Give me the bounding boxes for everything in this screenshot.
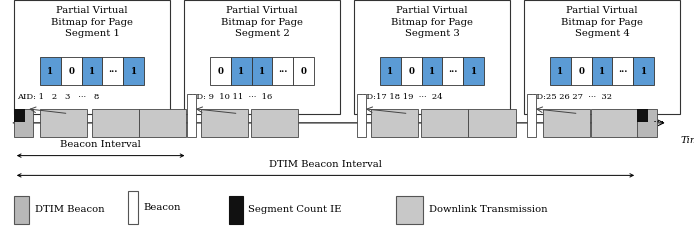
Text: AID: 1   2   3   ···   8: AID: 1 2 3 ··· 8 xyxy=(17,93,100,101)
Bar xyxy=(421,109,468,137)
Text: 1: 1 xyxy=(471,66,477,76)
Text: Time: Time xyxy=(680,136,694,145)
Text: Partial Virtual
Bitmap for Page
Segment 1: Partial Virtual Bitmap for Page Segment … xyxy=(51,6,133,38)
Text: 1: 1 xyxy=(130,66,137,76)
Bar xyxy=(251,109,298,137)
Text: AID:17 18 19  ···  24: AID:17 18 19 ··· 24 xyxy=(357,93,443,101)
Bar xyxy=(524,0,680,114)
Bar xyxy=(293,57,314,85)
Bar xyxy=(40,57,61,85)
Text: 0: 0 xyxy=(301,66,307,76)
Bar xyxy=(272,57,293,85)
Text: 1: 1 xyxy=(259,66,265,76)
Bar xyxy=(92,109,139,137)
Bar xyxy=(612,57,634,85)
Bar xyxy=(14,196,29,224)
Text: Beacon Interval: Beacon Interval xyxy=(60,141,141,149)
Text: 1: 1 xyxy=(641,66,647,76)
Bar xyxy=(357,94,366,137)
Text: DTIM Beacon Interval: DTIM Beacon Interval xyxy=(269,160,382,169)
Text: AID: 9  10 11  ···  16: AID: 9 10 11 ··· 16 xyxy=(187,93,273,101)
Text: Downlink Transmission: Downlink Transmission xyxy=(429,206,548,214)
Bar xyxy=(354,0,510,114)
Bar xyxy=(201,109,248,137)
Bar xyxy=(468,109,516,137)
Bar xyxy=(396,196,423,224)
Bar xyxy=(123,57,144,85)
Text: AID:25 26 27  ···  32: AID:25 26 27 ··· 32 xyxy=(527,93,612,101)
Bar xyxy=(591,57,612,85)
Text: Partial Virtual
Bitmap for Page
Segment 2: Partial Virtual Bitmap for Page Segment … xyxy=(221,6,303,38)
Bar xyxy=(634,57,654,85)
Bar xyxy=(14,109,24,122)
Bar xyxy=(543,109,590,137)
Bar xyxy=(210,57,230,85)
Bar xyxy=(128,191,138,224)
Text: DTIM Beacon: DTIM Beacon xyxy=(35,206,104,214)
Bar xyxy=(82,57,103,85)
Bar xyxy=(14,109,33,137)
Bar xyxy=(61,57,82,85)
Text: Beacon: Beacon xyxy=(144,203,181,212)
Bar xyxy=(637,109,648,122)
Text: Partial Virtual
Bitmap for Page
Segment 3: Partial Virtual Bitmap for Page Segment … xyxy=(391,6,473,38)
Text: 1: 1 xyxy=(599,66,605,76)
Bar xyxy=(103,57,124,85)
Bar xyxy=(14,0,170,114)
Bar xyxy=(550,57,571,85)
Text: ···: ··· xyxy=(448,66,457,76)
Text: 0: 0 xyxy=(68,66,74,76)
Text: 1: 1 xyxy=(429,66,435,76)
Bar xyxy=(570,57,592,85)
Text: 1: 1 xyxy=(47,66,53,76)
Bar xyxy=(422,57,443,85)
Text: 0: 0 xyxy=(578,66,584,76)
Text: 0: 0 xyxy=(217,66,223,76)
Bar xyxy=(591,109,638,137)
Text: Segment Count IE: Segment Count IE xyxy=(248,206,342,214)
Bar xyxy=(230,57,252,85)
Bar xyxy=(229,196,243,224)
Bar xyxy=(139,109,186,137)
Bar xyxy=(187,94,196,137)
Text: 1: 1 xyxy=(557,66,564,76)
Text: 0: 0 xyxy=(408,66,414,76)
Bar xyxy=(401,57,422,85)
Text: ···: ··· xyxy=(278,66,287,76)
Text: 1: 1 xyxy=(387,66,393,76)
Text: ···: ··· xyxy=(653,116,666,129)
Bar xyxy=(184,0,340,114)
Text: 1: 1 xyxy=(238,66,244,76)
Bar xyxy=(40,109,87,137)
Bar xyxy=(251,57,272,85)
Bar xyxy=(371,109,418,137)
Bar xyxy=(464,57,484,85)
Bar xyxy=(443,57,464,85)
Bar xyxy=(380,57,401,85)
Bar xyxy=(637,109,657,137)
Text: ···: ··· xyxy=(108,66,117,76)
Text: Partial Virtual
Bitmap for Page
Segment 4: Partial Virtual Bitmap for Page Segment … xyxy=(561,6,643,38)
Bar xyxy=(527,94,536,137)
Text: ···: ··· xyxy=(618,66,627,76)
Text: 1: 1 xyxy=(89,66,95,76)
